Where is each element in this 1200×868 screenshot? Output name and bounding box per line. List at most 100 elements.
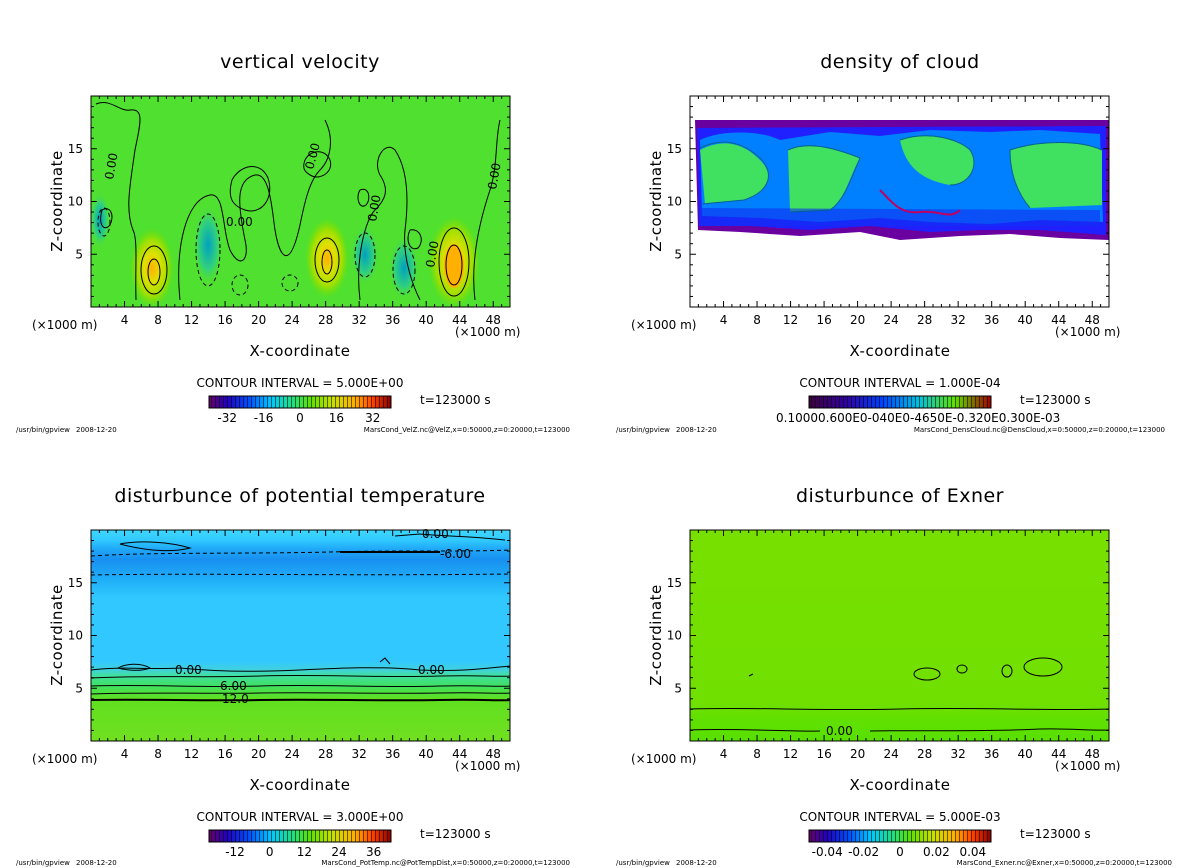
x-tick-label: 16 <box>217 313 232 327</box>
panel-vertical-velocity: vertical velocity <box>16 51 570 434</box>
colorbar-tick-label: -16 <box>254 411 274 425</box>
x-axis-label: X-coordinate <box>250 342 351 360</box>
contour-lines <box>90 533 511 702</box>
x-axis-label: X-coordinate <box>250 776 351 794</box>
contour-label: 0.00 <box>826 724 853 738</box>
x-tick-label: 48 <box>1085 747 1100 761</box>
colorbar-frame <box>808 829 992 843</box>
x-tick-label: 36 <box>984 747 999 761</box>
contour-label: 0.00 <box>175 663 202 677</box>
x-tick-label: 16 <box>816 313 831 327</box>
source-label: MarsCond_PotTemp.nc@PotTempDist,x=0:5000… <box>321 859 570 867</box>
footer-date: 2008-12-20 <box>76 859 117 867</box>
time-label: t=123000 s <box>420 393 491 407</box>
x-tick-label: 20 <box>251 313 266 327</box>
y-tick-label: 10 <box>68 195 83 209</box>
time-label: t=123000 s <box>420 827 491 841</box>
x-tick-label: 32 <box>352 747 367 761</box>
contour-label: 0.00 <box>365 194 383 223</box>
footer-date: 2008-12-20 <box>676 859 717 867</box>
footer-program: /usr/bin/gpview <box>616 859 670 867</box>
x-tick-label: 20 <box>850 747 865 761</box>
y-tick-label: 15 <box>68 142 83 156</box>
contour-label-group: 0.00 -6.00 0.00 0.00 6.00 12.0 <box>175 527 471 706</box>
field-background <box>91 530 510 741</box>
x-axis-label: X-coordinate <box>850 342 951 360</box>
time-label: t=123000 s <box>1020 827 1091 841</box>
x-tick-label: 44 <box>1051 747 1066 761</box>
colorbar-ticks: -0.04 -0.02 0 0.02 0.04 <box>812 845 986 859</box>
footer-program: /usr/bin/gpview <box>16 859 70 867</box>
colorbar-tick-label: 0.10000.600E0-040E0-4650E-0.320E0.300E-0… <box>776 411 1060 425</box>
x-tick-label: 48 <box>1085 313 1100 327</box>
y-tick-label: 10 <box>68 629 83 643</box>
x-tick-label: 20 <box>850 313 865 327</box>
x-tick-label: 40 <box>419 747 434 761</box>
colorbar-bands <box>809 830 991 842</box>
y-tick-label: 15 <box>68 576 83 590</box>
y-axis-label: Z-coordinate <box>647 150 665 251</box>
contour-label: 6.00 <box>220 679 247 693</box>
contour-lines <box>689 657 1110 732</box>
x-tick-label: 44 <box>452 313 467 327</box>
x-tick-label: 16 <box>816 747 831 761</box>
contour-label-group: 0.00 <box>826 724 853 738</box>
x-tick-label: 36 <box>385 747 400 761</box>
x-unit-label-right: (×1000 m) <box>1055 759 1120 773</box>
y-tick-label: 5 <box>75 247 83 261</box>
chart-title: disturbunce of potential temperature <box>114 485 485 507</box>
colorbar-tick-label: 12 <box>297 845 312 859</box>
x-tick-label: 4 <box>121 313 129 327</box>
source-label: MarsCond_VelZ.nc@VelZ,x=0:50000,z=0:2000… <box>364 426 570 434</box>
x-tick-label: 48 <box>486 313 501 327</box>
colorbar-ticks: -12 0 12 24 36 <box>225 845 381 859</box>
contour-label: 0.00 <box>102 152 120 181</box>
contour-interval: CONTOUR INTERVAL = 1.000E-04 <box>799 376 1000 390</box>
contour-interval: CONTOUR INTERVAL = 5.000E-03 <box>799 810 1000 824</box>
y-tick-label: 5 <box>674 681 682 695</box>
footer-program: /usr/bin/gpview <box>16 426 70 434</box>
colorbar-tick-label: 0 <box>296 411 304 425</box>
colorbar-tick-label: 0 <box>896 845 904 859</box>
contour-label: 12.0 <box>222 692 249 706</box>
chart-title: disturbunce of Exner <box>796 485 1004 507</box>
x-tick-label: 28 <box>917 313 932 327</box>
x-tick-label: 36 <box>984 313 999 327</box>
x-tick-label: 32 <box>951 747 966 761</box>
x-tick-label: 24 <box>284 313 299 327</box>
source-label: MarsCond_Exner.nc@Exner,x=0:50000,z=0:20… <box>957 859 1172 867</box>
x-tick-label: 32 <box>951 313 966 327</box>
colorbar-bands <box>209 396 391 408</box>
y-axis-label: Z-coordinate <box>48 584 66 685</box>
x-unit-label: (×1000 m) <box>631 752 696 766</box>
x-tick-label: 28 <box>318 747 333 761</box>
colorbar-frame <box>208 395 392 409</box>
y-axis-label: Z-coordinate <box>647 584 665 685</box>
contour-label: 0.00 <box>418 663 445 677</box>
colorbar-frame <box>208 829 392 843</box>
x-tick-label: 4 <box>121 747 129 761</box>
x-tick-label: 32 <box>352 313 367 327</box>
x-tick-label: 44 <box>1051 313 1066 327</box>
contour-label: -6.00 <box>440 547 471 561</box>
colorbar-bands <box>809 396 991 408</box>
x-unit-label: (×1000 m) <box>32 752 97 766</box>
contour-interval: CONTOUR INTERVAL = 5.000E+00 <box>197 376 404 390</box>
footer-date: 2008-12-20 <box>676 426 717 434</box>
x-tick-label: 28 <box>318 313 333 327</box>
x-unit-label: (×1000 m) <box>32 318 97 332</box>
plot-area: 0.00 -6.00 0.00 0.00 6.00 12.0 4 8 12 16 20 2… <box>68 527 511 761</box>
contour-lines-negative <box>97 207 416 296</box>
colorbar-tick-label: -12 <box>225 845 245 859</box>
field-background <box>690 530 1109 741</box>
x-tick-label: 4 <box>720 747 728 761</box>
y-axis-label: Z-coordinate <box>48 150 66 251</box>
x-tick-label: 8 <box>154 313 162 327</box>
x-tick-label: 44 <box>452 747 467 761</box>
field-features <box>695 120 1109 240</box>
